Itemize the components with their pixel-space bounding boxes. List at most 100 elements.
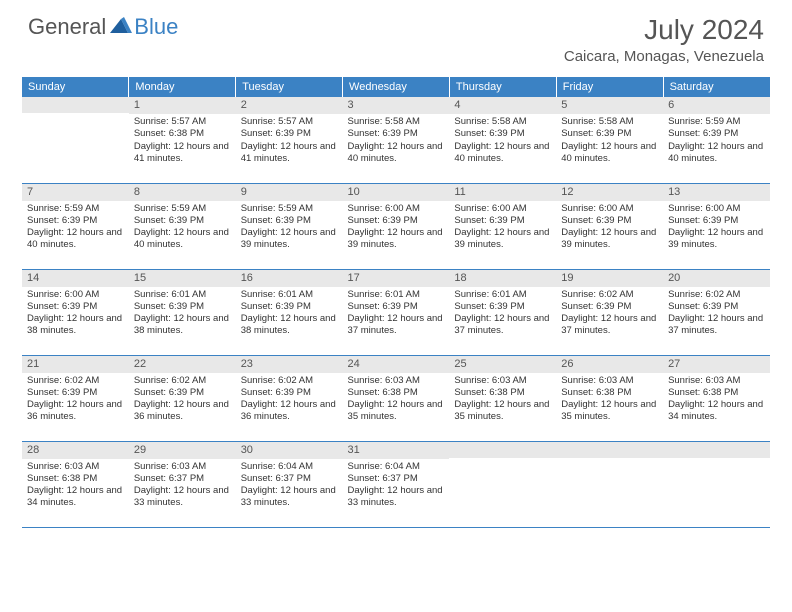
- day-header: Saturday: [663, 77, 770, 97]
- table-row: 7Sunrise: 5:59 AMSunset: 6:39 PMDaylight…: [22, 183, 770, 269]
- day-number: 8: [129, 184, 236, 201]
- cell-content: Sunrise: 6:00 AMSunset: 6:39 PMDaylight:…: [449, 201, 556, 255]
- day-number: 4: [449, 97, 556, 114]
- day-number: 23: [236, 356, 343, 373]
- day-number: 12: [556, 184, 663, 201]
- day-header: Monday: [129, 77, 236, 97]
- day-number: 7: [22, 184, 129, 201]
- calendar-cell: [22, 97, 129, 183]
- day-number: 19: [556, 270, 663, 287]
- calendar-body: 1Sunrise: 5:57 AMSunset: 6:38 PMDaylight…: [22, 97, 770, 527]
- calendar-cell: 6Sunrise: 5:59 AMSunset: 6:39 PMDaylight…: [663, 97, 770, 183]
- calendar-cell: 27Sunrise: 6:03 AMSunset: 6:38 PMDayligh…: [663, 355, 770, 441]
- day-number: 27: [663, 356, 770, 373]
- day-number: 24: [343, 356, 450, 373]
- cell-content: Sunrise: 6:03 AMSunset: 6:38 PMDaylight:…: [663, 373, 770, 427]
- day-header: Friday: [556, 77, 663, 97]
- calendar-cell: 12Sunrise: 6:00 AMSunset: 6:39 PMDayligh…: [556, 183, 663, 269]
- day-number: 25: [449, 356, 556, 373]
- calendar-cell: [663, 441, 770, 527]
- calendar-cell: 19Sunrise: 6:02 AMSunset: 6:39 PMDayligh…: [556, 269, 663, 355]
- calendar-cell: 11Sunrise: 6:00 AMSunset: 6:39 PMDayligh…: [449, 183, 556, 269]
- page-title: July 2024: [564, 14, 764, 46]
- day-number: [663, 442, 770, 458]
- day-number: 17: [343, 270, 450, 287]
- cell-content: Sunrise: 6:02 AMSunset: 6:39 PMDaylight:…: [129, 373, 236, 427]
- cell-content: Sunrise: 6:00 AMSunset: 6:39 PMDaylight:…: [22, 287, 129, 341]
- cell-content: Sunrise: 5:58 AMSunset: 6:39 PMDaylight:…: [556, 114, 663, 168]
- cell-content: Sunrise: 6:04 AMSunset: 6:37 PMDaylight:…: [343, 459, 450, 513]
- cell-content: Sunrise: 6:02 AMSunset: 6:39 PMDaylight:…: [556, 287, 663, 341]
- cell-content: Sunrise: 6:04 AMSunset: 6:37 PMDaylight:…: [236, 459, 343, 513]
- day-number: 2: [236, 97, 343, 114]
- calendar-cell: 23Sunrise: 6:02 AMSunset: 6:39 PMDayligh…: [236, 355, 343, 441]
- calendar-cell: 29Sunrise: 6:03 AMSunset: 6:37 PMDayligh…: [129, 441, 236, 527]
- cell-content: Sunrise: 6:03 AMSunset: 6:38 PMDaylight:…: [556, 373, 663, 427]
- calendar-cell: 28Sunrise: 6:03 AMSunset: 6:38 PMDayligh…: [22, 441, 129, 527]
- day-header: Wednesday: [343, 77, 450, 97]
- cell-content: Sunrise: 6:02 AMSunset: 6:39 PMDaylight:…: [236, 373, 343, 427]
- calendar-cell: 9Sunrise: 5:59 AMSunset: 6:39 PMDaylight…: [236, 183, 343, 269]
- cell-content: Sunrise: 6:01 AMSunset: 6:39 PMDaylight:…: [343, 287, 450, 341]
- calendar-cell: 1Sunrise: 5:57 AMSunset: 6:38 PMDaylight…: [129, 97, 236, 183]
- table-row: 21Sunrise: 6:02 AMSunset: 6:39 PMDayligh…: [22, 355, 770, 441]
- cell-content: Sunrise: 5:59 AMSunset: 6:39 PMDaylight:…: [236, 201, 343, 255]
- day-number: 26: [556, 356, 663, 373]
- cell-content: Sunrise: 6:00 AMSunset: 6:39 PMDaylight:…: [663, 201, 770, 255]
- cell-content: Sunrise: 5:59 AMSunset: 6:39 PMDaylight:…: [663, 114, 770, 168]
- cell-content: Sunrise: 6:02 AMSunset: 6:39 PMDaylight:…: [22, 373, 129, 427]
- day-number: 14: [22, 270, 129, 287]
- calendar-cell: 20Sunrise: 6:02 AMSunset: 6:39 PMDayligh…: [663, 269, 770, 355]
- calendar-cell: 18Sunrise: 6:01 AMSunset: 6:39 PMDayligh…: [449, 269, 556, 355]
- day-number: 9: [236, 184, 343, 201]
- calendar-cell: 30Sunrise: 6:04 AMSunset: 6:37 PMDayligh…: [236, 441, 343, 527]
- day-number: 20: [663, 270, 770, 287]
- calendar-cell: 15Sunrise: 6:01 AMSunset: 6:39 PMDayligh…: [129, 269, 236, 355]
- cell-content: Sunrise: 5:58 AMSunset: 6:39 PMDaylight:…: [449, 114, 556, 168]
- logo-text-general: General: [28, 14, 106, 40]
- day-number: 15: [129, 270, 236, 287]
- calendar-cell: [556, 441, 663, 527]
- cell-content: Sunrise: 5:59 AMSunset: 6:39 PMDaylight:…: [22, 201, 129, 255]
- day-number: 6: [663, 97, 770, 114]
- calendar-cell: 13Sunrise: 6:00 AMSunset: 6:39 PMDayligh…: [663, 183, 770, 269]
- calendar-cell: 24Sunrise: 6:03 AMSunset: 6:38 PMDayligh…: [343, 355, 450, 441]
- day-number: [449, 442, 556, 458]
- calendar-cell: 2Sunrise: 5:57 AMSunset: 6:39 PMDaylight…: [236, 97, 343, 183]
- cell-content: Sunrise: 6:00 AMSunset: 6:39 PMDaylight:…: [343, 201, 450, 255]
- cell-content: Sunrise: 5:58 AMSunset: 6:39 PMDaylight:…: [343, 114, 450, 168]
- logo: General Blue: [28, 14, 178, 40]
- calendar-cell: 25Sunrise: 6:03 AMSunset: 6:38 PMDayligh…: [449, 355, 556, 441]
- cell-content: Sunrise: 5:59 AMSunset: 6:39 PMDaylight:…: [129, 201, 236, 255]
- day-number: 10: [343, 184, 450, 201]
- cell-content: Sunrise: 6:01 AMSunset: 6:39 PMDaylight:…: [449, 287, 556, 341]
- calendar-header-row: SundayMondayTuesdayWednesdayThursdayFrid…: [22, 77, 770, 97]
- day-number: 11: [449, 184, 556, 201]
- day-number: 5: [556, 97, 663, 114]
- logo-text-blue: Blue: [134, 14, 178, 40]
- cell-content: Sunrise: 6:02 AMSunset: 6:39 PMDaylight:…: [663, 287, 770, 341]
- cell-content: Sunrise: 6:01 AMSunset: 6:39 PMDaylight:…: [236, 287, 343, 341]
- title-block: July 2024 Caicara, Monagas, Venezuela: [564, 14, 764, 65]
- cell-content: Sunrise: 6:03 AMSunset: 6:38 PMDaylight:…: [343, 373, 450, 427]
- cell-content: Sunrise: 6:01 AMSunset: 6:39 PMDaylight:…: [129, 287, 236, 341]
- day-number: [22, 97, 129, 113]
- calendar-cell: 16Sunrise: 6:01 AMSunset: 6:39 PMDayligh…: [236, 269, 343, 355]
- cell-content: Sunrise: 5:57 AMSunset: 6:38 PMDaylight:…: [129, 114, 236, 168]
- day-header: Sunday: [22, 77, 129, 97]
- day-number: 16: [236, 270, 343, 287]
- day-number: 1: [129, 97, 236, 114]
- calendar-cell: 7Sunrise: 5:59 AMSunset: 6:39 PMDaylight…: [22, 183, 129, 269]
- day-number: 31: [343, 442, 450, 459]
- calendar-cell: 10Sunrise: 6:00 AMSunset: 6:39 PMDayligh…: [343, 183, 450, 269]
- table-row: 1Sunrise: 5:57 AMSunset: 6:38 PMDaylight…: [22, 97, 770, 183]
- day-header: Thursday: [449, 77, 556, 97]
- day-number: [556, 442, 663, 458]
- day-number: 22: [129, 356, 236, 373]
- page-header: General Blue July 2024 Caicara, Monagas,…: [0, 0, 792, 71]
- calendar-cell: 5Sunrise: 5:58 AMSunset: 6:39 PMDaylight…: [556, 97, 663, 183]
- day-number: 18: [449, 270, 556, 287]
- calendar-cell: 26Sunrise: 6:03 AMSunset: 6:38 PMDayligh…: [556, 355, 663, 441]
- calendar-cell: 31Sunrise: 6:04 AMSunset: 6:37 PMDayligh…: [343, 441, 450, 527]
- calendar-cell: 21Sunrise: 6:02 AMSunset: 6:39 PMDayligh…: [22, 355, 129, 441]
